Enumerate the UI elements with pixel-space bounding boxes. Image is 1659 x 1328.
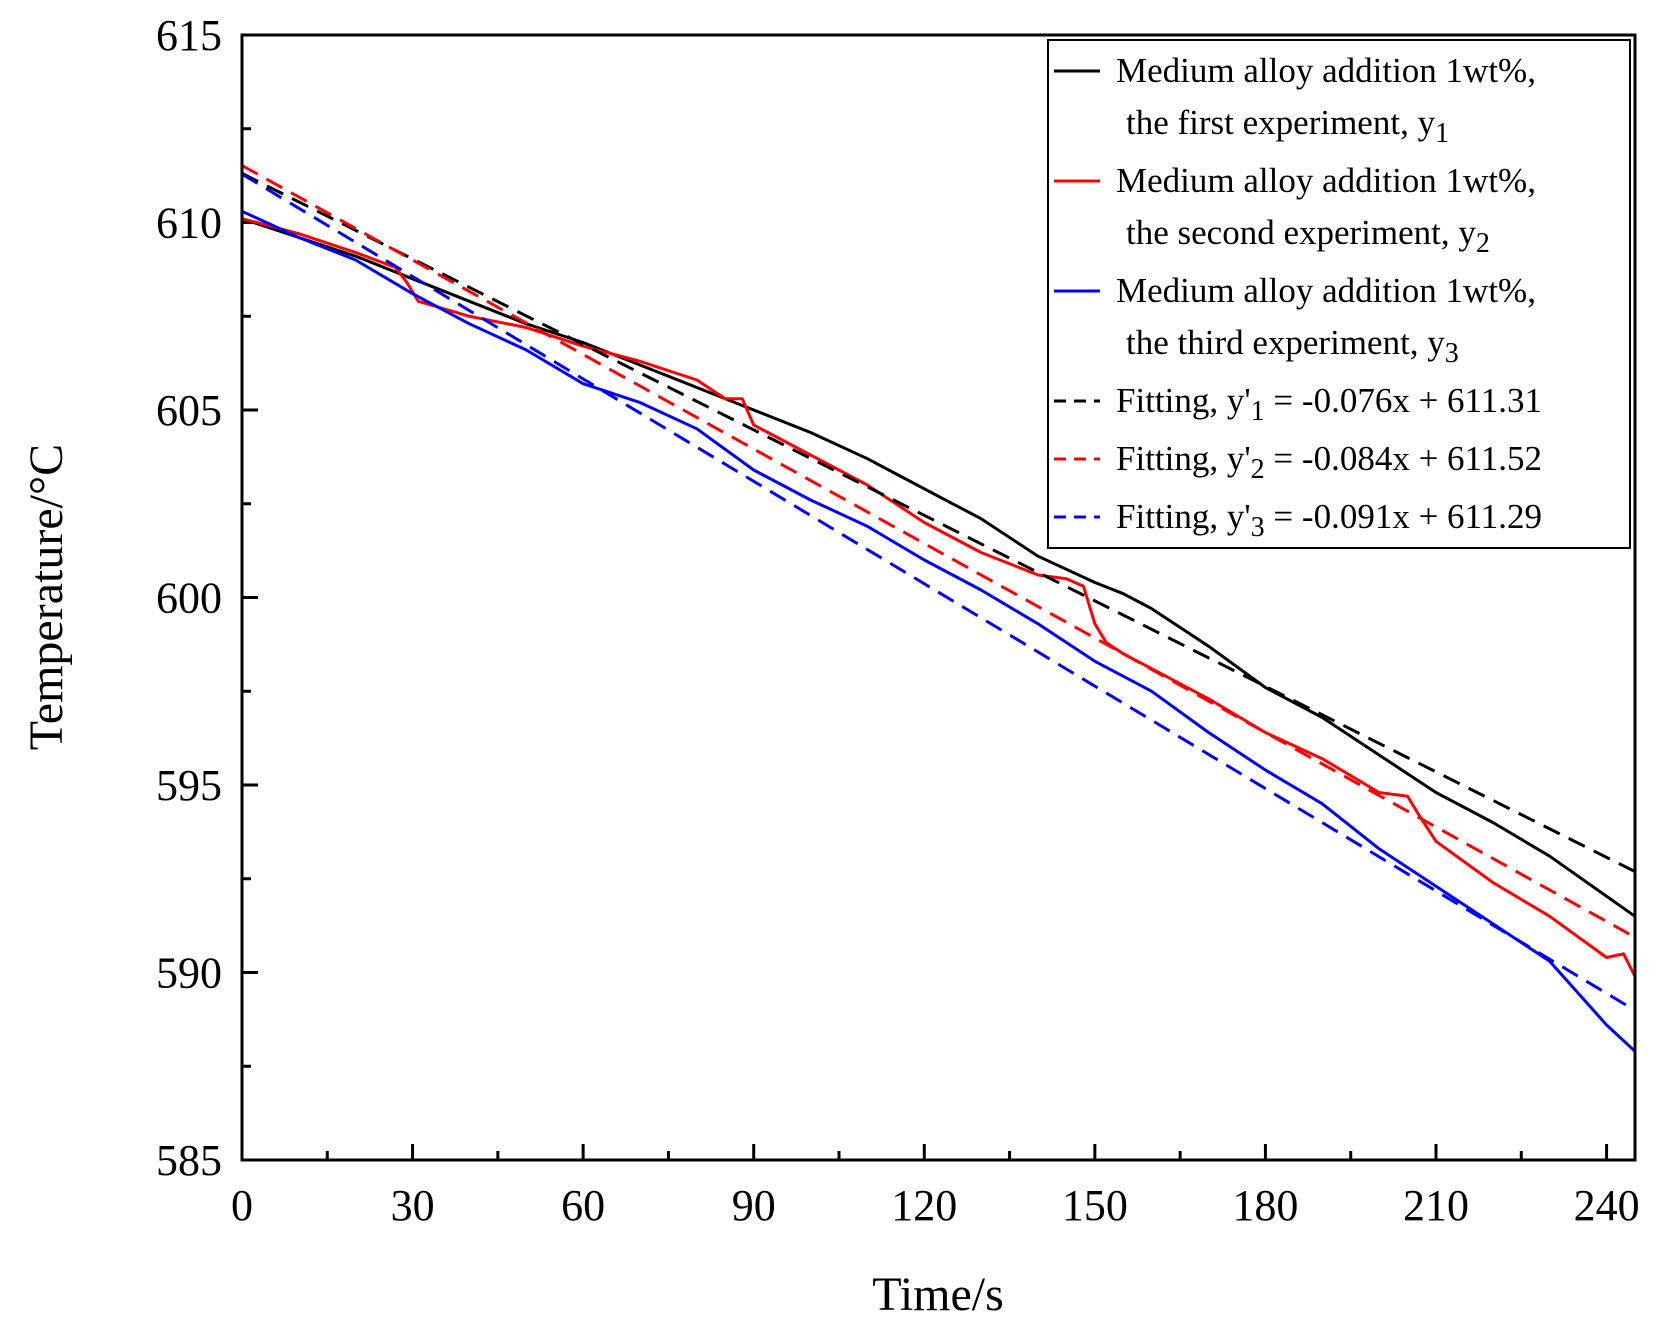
x-axis-title: Time/s <box>872 1268 1004 1321</box>
legend-equation: = -0.076x + 611.31 <box>1265 381 1542 420</box>
x-tick-label: 120 <box>891 1181 957 1230</box>
series-line-2 <box>241 217 1637 977</box>
legend: Medium alloy addition 1wt%, the first exp… <box>1047 39 1631 549</box>
legend-equation: = -0.084x + 611.52 <box>1265 439 1542 478</box>
legend-label: the second experiment, y2 <box>1126 213 1490 259</box>
fit-line-1 <box>241 172 1636 873</box>
legend-subscript: 3 <box>1251 512 1265 543</box>
y-tick-label: 585 <box>156 1136 222 1185</box>
series-line-3 <box>241 209 1637 1053</box>
legend-subscript: 1 <box>1251 396 1265 427</box>
y-tick-label: 600 <box>156 574 222 623</box>
legend-label: Medium alloy addition 1wt%, <box>1116 161 1536 200</box>
series-line-1 <box>241 217 1636 918</box>
x-tick-label: 0 <box>231 1181 253 1230</box>
y-axis-title: Temperature/°C <box>20 444 73 750</box>
legend-label: Fitting, y'3 = -0.091x + 611.29 <box>1116 497 1542 543</box>
y-tick-label: 610 <box>156 199 222 248</box>
fit-line-3 <box>241 172 1636 1012</box>
legend-subscript: 2 <box>1251 454 1265 485</box>
plot-frame <box>240 33 1637 1162</box>
x-tick-label: 30 <box>391 1181 435 1230</box>
legend-subscript: 1 <box>1435 118 1449 149</box>
fit-line-2 <box>241 164 1636 939</box>
y-tick-label: 605 <box>156 386 222 435</box>
y-tick-label: 590 <box>156 949 222 998</box>
series-layer <box>241 164 1637 1053</box>
x-tick-label: 240 <box>1574 1181 1640 1230</box>
legend-label: the third experiment, y3 <box>1126 323 1459 369</box>
legend-subscript: 2 <box>1476 228 1490 259</box>
x-tick-label: 150 <box>1062 1181 1128 1230</box>
x-tick-label: 180 <box>1232 1181 1298 1230</box>
legend-label: Medium alloy addition 1wt%, <box>1116 271 1536 310</box>
y-tick-label: 595 <box>156 761 222 810</box>
legend-label: Fitting, y'1 = -0.076x + 611.31 <box>1116 381 1542 427</box>
x-tick-label: 210 <box>1403 1181 1469 1230</box>
legend-label: the first experiment, y1 <box>1126 103 1449 149</box>
legend-label: Fitting, y'2 = -0.084x + 611.52 <box>1116 439 1542 485</box>
y-tick-label: 615 <box>156 11 222 60</box>
legend-box <box>1047 39 1631 549</box>
x-tick-label: 60 <box>561 1181 605 1230</box>
tick-labels: 0 30 60 90 120 150 180 210 240 585 590 595 600 605 610… <box>156 11 1640 1230</box>
legend-subscript: 3 <box>1445 338 1459 369</box>
legend-label: Medium alloy addition 1wt%, <box>1116 51 1536 90</box>
x-tick-label: 90 <box>732 1181 776 1230</box>
legend-equation: = -0.091x + 611.29 <box>1265 497 1542 536</box>
